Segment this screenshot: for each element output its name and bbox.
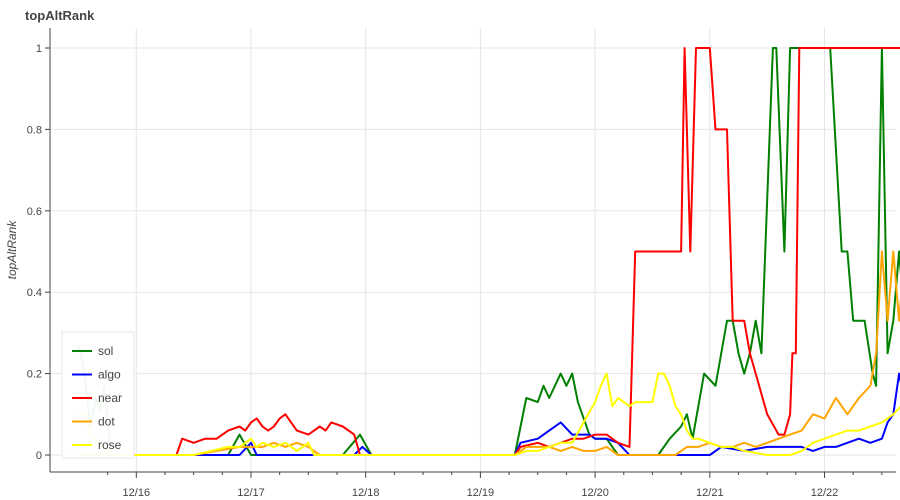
y-tick-label: 0 [36, 450, 42, 462]
legend-label-near[interactable]: near [98, 391, 122, 405]
legend-label-algo[interactable]: algo [98, 368, 121, 382]
y-tick-label: 0.6 [27, 206, 42, 218]
series-line-sol [78, 47, 900, 456]
series-line-algo [79, 372, 900, 456]
legend-label-rose[interactable]: rose [98, 438, 122, 452]
legend-box [61, 331, 135, 459]
series-line-rose [79, 372, 900, 456]
x-tick-label: 12/17 [237, 487, 265, 499]
legend-label-dot[interactable]: dot [98, 415, 115, 429]
x-tick-label: 12/20 [581, 487, 609, 499]
x-tick-label: 12/18 [352, 487, 380, 499]
y-tick-label: 0.4 [27, 287, 42, 299]
axis-layer: 0 0.2 0.4 0.6 0.8 1 12/16 12/17 12/18 12/19 12/20 1… [5, 28, 896, 499]
legend-label-sol[interactable]: sol [98, 344, 113, 358]
grid-layer [50, 28, 896, 472]
x-tick-label: 12/21 [696, 487, 724, 499]
x-tick-label: 12/22 [811, 487, 839, 499]
y-tick-label: 0.2 [27, 369, 42, 381]
legend[interactable]: sol algo near dot rose [61, 331, 135, 459]
y-tick-label: 0.8 [27, 124, 42, 136]
series-layer [78, 47, 900, 456]
y-tick-label: 1 [36, 43, 42, 55]
x-tick-label: 12/16 [123, 487, 151, 499]
series-line-near [79, 47, 900, 456]
x-tick-label: 12/19 [467, 487, 495, 499]
chart-title: topAltRank [25, 8, 95, 23]
y-axis-label: topAltRank [5, 220, 19, 280]
